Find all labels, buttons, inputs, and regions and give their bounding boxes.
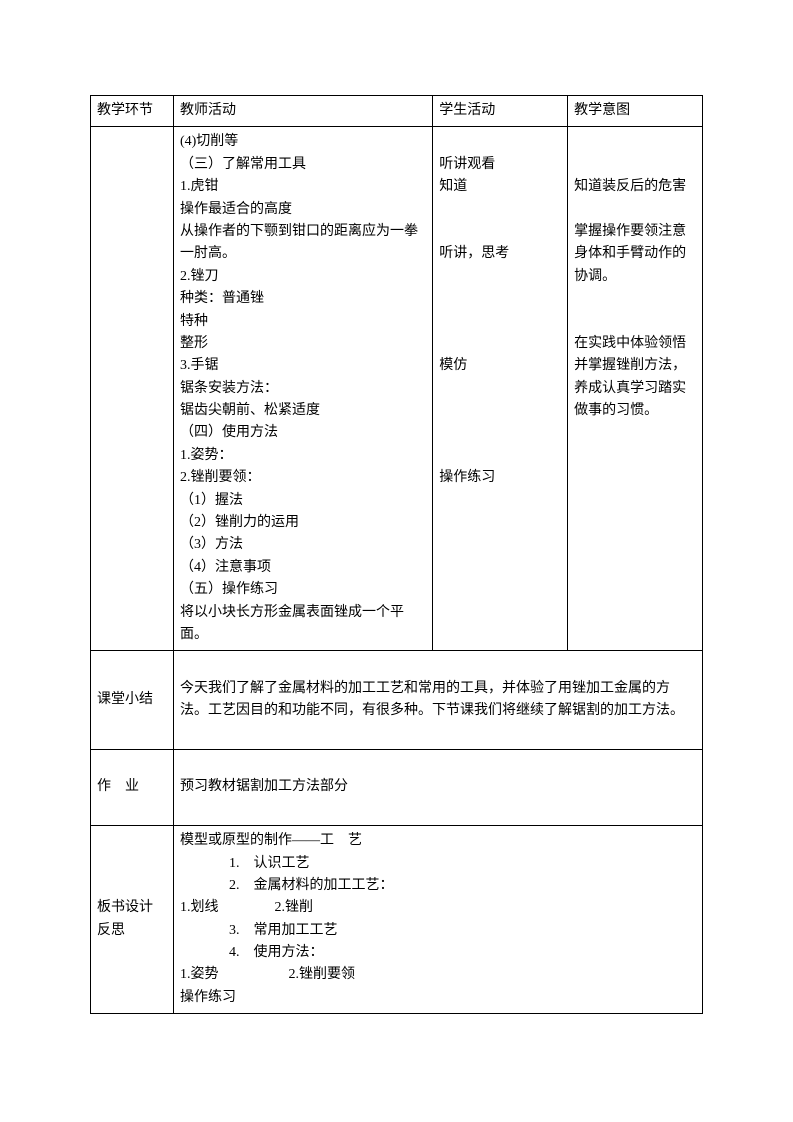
header-col3: 学生活动: [433, 96, 568, 127]
student-line: 知道: [439, 176, 561, 198]
header-col1: 教学环节: [91, 96, 174, 127]
intent-line: [574, 131, 696, 153]
board-line: 2. 金属材料的加工工艺：: [180, 875, 696, 897]
student-activity-cell: 听讲观看 知道 听讲，思考 模仿 操作练习: [433, 127, 568, 651]
teacher-line: 2.锉削要领：: [180, 467, 426, 489]
board-line: 3. 常用加工工艺: [180, 920, 696, 942]
teacher-line: 锯齿尖朝前、松紧适度: [180, 400, 426, 422]
intent-line: 知道装反后的危害: [574, 176, 696, 198]
homework-row: 作 业 预习教材锯割加工方法部分: [91, 749, 703, 825]
teacher-line: (4)切削等: [180, 131, 426, 153]
board-content: 模型或原型的制作——工 艺 1. 认识工艺 2. 金属材料的加工工艺： 1.划线…: [173, 826, 702, 1014]
homework-label: 作 业: [91, 749, 174, 825]
intent-line: [574, 311, 696, 333]
teacher-line: 将以小块长方形金属表面锉成一个平面。: [180, 602, 426, 647]
teacher-line: 锯条安装方法：: [180, 378, 426, 400]
teacher-line: （1）握法: [180, 490, 426, 512]
lesson-plan-table: 教学环节 教师活动 学生活动 教学意图 (4)切削等 （三）了解常用工具 1.虎…: [90, 95, 703, 1014]
teacher-line: 从操作者的下颚到钳口的距离应为一拳一肘高。: [180, 221, 426, 266]
student-line: [439, 422, 561, 444]
intent-line: [574, 154, 696, 176]
board-label-text: 板书设计反思: [97, 900, 153, 937]
teacher-line: （2）锉削力的运用: [180, 512, 426, 534]
teaching-intent-cell: 知道装反后的危害 掌握操作要领注意身体和手臂动作的协调。 在实践中体验领悟并掌握…: [568, 127, 703, 651]
student-line: 操作练习: [439, 467, 561, 489]
homework-text: 预习教材锯割加工方法部分: [180, 779, 348, 794]
summary-label: 课堂小结: [91, 651, 174, 750]
summary-label-text: 课堂小结: [97, 692, 153, 707]
board-line: 4. 使用方法：: [180, 942, 696, 964]
teacher-line: （三）了解常用工具: [180, 154, 426, 176]
student-line: [439, 445, 561, 467]
intent-line: 掌握操作要领注意身体和手臂动作的协调。: [574, 221, 696, 288]
summary-text: 今天我们了解了金属材料的加工工艺和常用的工具，并体验了用锉加工金属的方法。工艺因…: [180, 681, 684, 718]
board-line: 1.划线 2.锉削: [180, 897, 696, 919]
homework-label-text: 作 业: [97, 779, 139, 794]
teacher-line: （3）方法: [180, 534, 426, 556]
homework-content: 预习教材锯割加工方法部分: [173, 749, 702, 825]
teacher-line: 3.手锯: [180, 355, 426, 377]
teacher-line: （四）使用方法: [180, 422, 426, 444]
teacher-line: 整形: [180, 333, 426, 355]
board-line: 1.姿势 2.锉削要领: [180, 964, 696, 986]
student-line: [439, 199, 561, 221]
teacher-line: （五）操作练习: [180, 579, 426, 601]
board-label: 板书设计反思: [91, 826, 174, 1014]
table-header-row: 教学环节 教师活动 学生活动 教学意图: [91, 96, 703, 127]
student-line: [439, 266, 561, 288]
summary-content: 今天我们了解了金属材料的加工工艺和常用的工具，并体验了用锉加工金属的方法。工艺因…: [173, 651, 702, 750]
student-line: [439, 288, 561, 310]
teacher-activity-cell: (4)切削等 （三）了解常用工具 1.虎钳 操作最适合的高度 从操作者的下颚到钳…: [173, 127, 432, 651]
teacher-line: 操作最适合的高度: [180, 199, 426, 221]
student-line: 听讲观看: [439, 154, 561, 176]
teacher-line: 1.虎钳: [180, 176, 426, 198]
student-line: [439, 221, 561, 243]
student-line: [439, 131, 561, 153]
intent-line: 在实践中体验领悟并掌握锉削方法，养成认真学习踏实做事的习惯。: [574, 333, 696, 423]
intent-line: [574, 199, 696, 221]
board-design-row: 板书设计反思 模型或原型的制作——工 艺 1. 认识工艺 2. 金属材料的加工工…: [91, 826, 703, 1014]
teacher-line: 种类：普通锉: [180, 288, 426, 310]
main-content-row: (4)切削等 （三）了解常用工具 1.虎钳 操作最适合的高度 从操作者的下颚到钳…: [91, 127, 703, 651]
teacher-line: （4）注意事项: [180, 557, 426, 579]
board-line: 1. 认识工艺: [180, 853, 696, 875]
board-line: 操作练习: [180, 987, 696, 1009]
student-line: [439, 333, 561, 355]
stage-cell: [91, 127, 174, 651]
intent-line: [574, 288, 696, 310]
teacher-line: 2.锉刀: [180, 266, 426, 288]
board-line: 模型或原型的制作——工 艺: [180, 830, 696, 852]
teacher-line: 特种: [180, 311, 426, 333]
student-line: [439, 400, 561, 422]
header-col4: 教学意图: [568, 96, 703, 127]
student-line: 听讲，思考: [439, 243, 561, 265]
summary-row: 课堂小结 今天我们了解了金属材料的加工工艺和常用的工具，并体验了用锉加工金属的方…: [91, 651, 703, 750]
teacher-line: 1.姿势：: [180, 445, 426, 467]
student-line: 模仿: [439, 355, 561, 377]
student-line: [439, 311, 561, 333]
student-line: [439, 378, 561, 400]
header-col2: 教师活动: [173, 96, 432, 127]
